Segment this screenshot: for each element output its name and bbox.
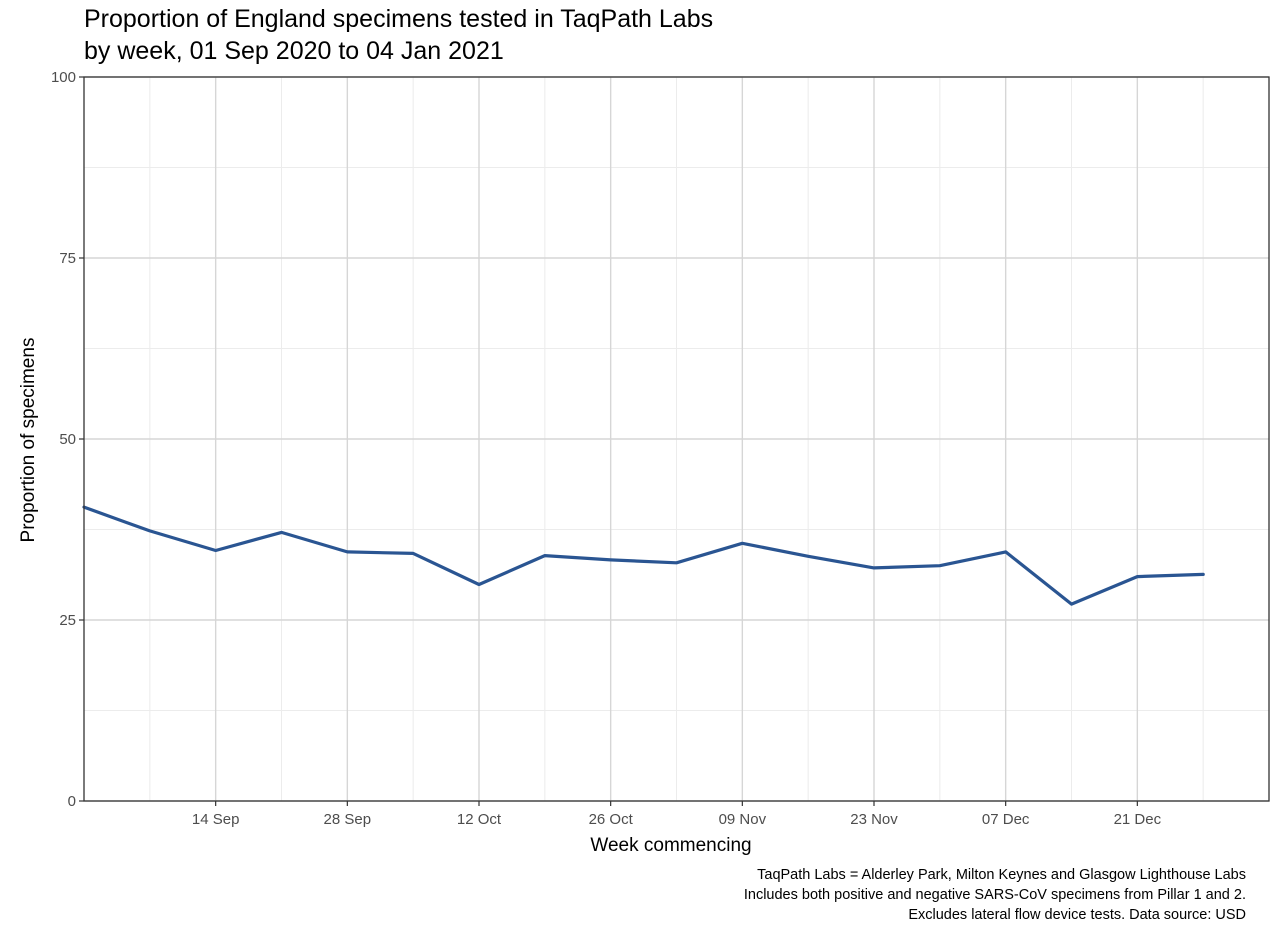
chart-subtitle: by week, 01 Sep 2020 to 04 Jan 2021	[84, 37, 504, 65]
y-tick-label: 50	[59, 431, 76, 448]
y-tick-label: 100	[51, 69, 76, 86]
x-tick-label: 28 Sep	[324, 811, 372, 828]
x-tick-label: 14 Sep	[192, 811, 240, 828]
caption-line-3: Excludes lateral flow device tests. Data…	[908, 907, 1246, 923]
x-tick-label: 07 Dec	[982, 811, 1030, 828]
series-layer	[82, 505, 1205, 606]
y-tick-label: 25	[59, 612, 76, 629]
caption-line-2: Includes both positive and negative SARS…	[744, 887, 1246, 903]
chart-title: Proportion of England specimens tested i…	[84, 5, 713, 33]
x-tick-label: 21 Dec	[1114, 811, 1162, 828]
y-axis-ticks: 0 25 50 75 100	[51, 69, 84, 810]
y-axis-title: Proportion of specimens	[18, 338, 39, 543]
y-tick-label: 0	[68, 793, 76, 810]
x-tick-label: 23 Nov	[850, 811, 898, 828]
y-tick-label: 75	[59, 250, 76, 267]
x-tick-label: 12 Oct	[457, 811, 502, 828]
x-axis-ticks: 14 Sep 28 Sep 12 Oct 26 Oct 09 Nov 23 Nov 07 D…	[192, 801, 1162, 828]
x-axis-title: Week commencing	[590, 835, 751, 856]
caption-line-1: TaqPath Labs = Alderley Park, Milton Key…	[757, 867, 1246, 883]
series-line	[82, 505, 1205, 606]
x-tick-label: 09 Nov	[719, 811, 767, 828]
x-tick-label: 26 Oct	[589, 811, 634, 828]
